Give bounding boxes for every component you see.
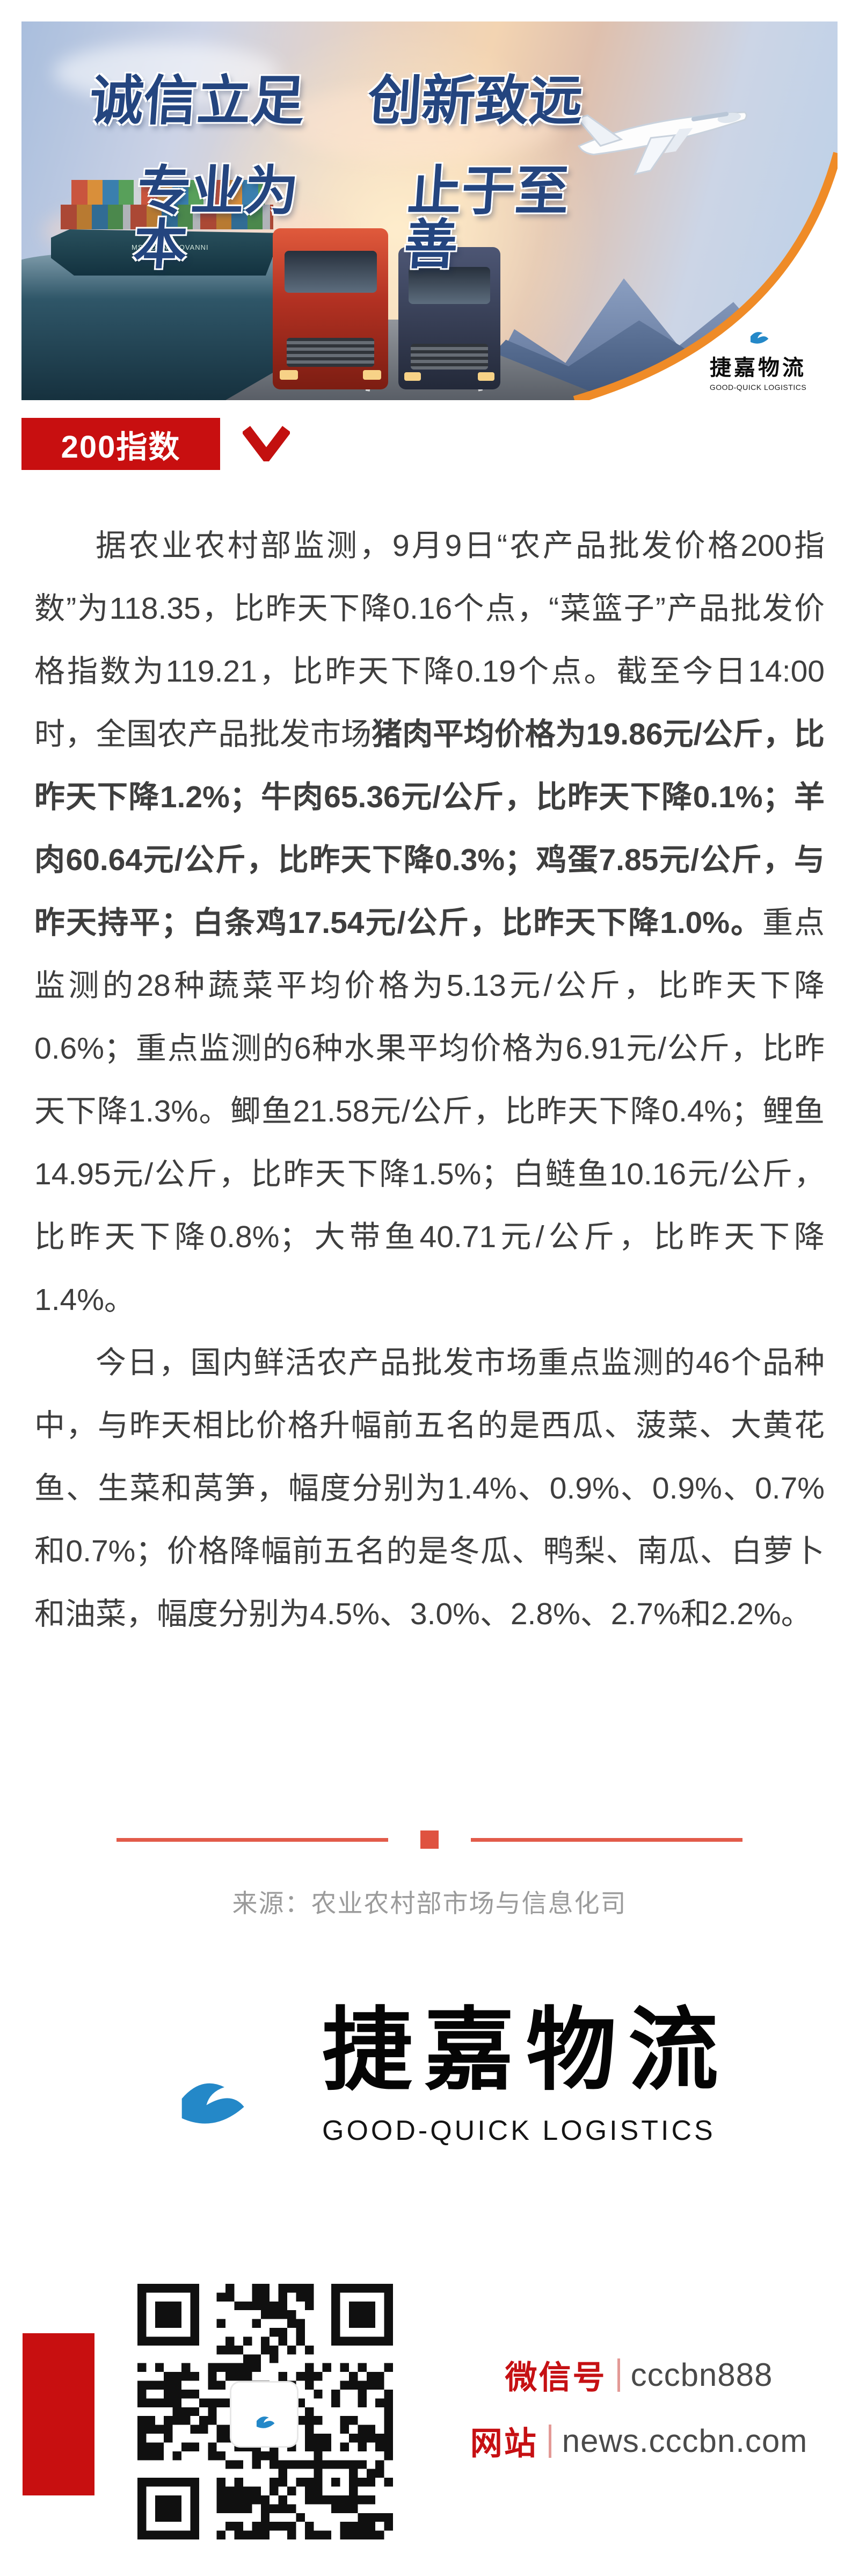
dark-truck xyxy=(398,247,500,389)
website-label: 网站 xyxy=(470,2426,538,2462)
truck-headlight xyxy=(362,370,382,380)
slogan-text: 止于至善 xyxy=(402,161,571,275)
company-logo-text: 捷嘉物流 GOOD-QUICK LOGISTICS xyxy=(322,2005,730,2147)
truck-windshield xyxy=(284,251,377,293)
separator-bar xyxy=(548,2424,551,2458)
cloud xyxy=(279,86,558,161)
chevron-down-icon[interactable] xyxy=(243,426,290,461)
swirl-logo-icon xyxy=(239,2391,289,2438)
section-badge-label: 200指数 xyxy=(61,429,181,465)
company-logo: 捷嘉物流 GOOD-QUICK LOGISTICS xyxy=(115,1994,730,2158)
website-value: news.cccbn.com xyxy=(562,2423,808,2459)
cloud xyxy=(54,43,279,102)
p1-pre: 据农业农村部监测，9月9日“农产品批发价格200指数”为118.35，比昨天下降… xyxy=(34,529,825,751)
banner-logo-en: GOOD-QUICK LOGISTICS xyxy=(709,383,807,392)
slogan-text: 诚信立足 xyxy=(88,71,307,131)
slogan-text: 创新致远 xyxy=(366,71,585,131)
qr-code xyxy=(136,2284,395,2539)
section-divider xyxy=(0,1830,859,1849)
paragraph-2: 今日，国内鲜活农产品批发市场重点监测的46个品种中，与昨天相比价格升幅前五名的是… xyxy=(34,1345,825,1631)
truck-grill xyxy=(410,344,489,370)
containers xyxy=(61,205,273,229)
ship-hull xyxy=(51,229,282,276)
truck-headlight xyxy=(478,372,494,381)
banner-image: MSC DON GIOVANNI 诚信立足 xyxy=(21,21,838,400)
swirl-logo-icon xyxy=(733,306,783,353)
truck-headlight xyxy=(279,370,299,380)
wechat-value: cccbn888 xyxy=(630,2357,773,2393)
truck-windshield xyxy=(409,267,490,304)
swirl-logo-icon xyxy=(115,1994,301,2158)
ship-name: MSC DON GIOVANNI xyxy=(132,243,209,251)
slogan-text: 专业为本 xyxy=(131,161,301,275)
divider-line xyxy=(471,1837,742,1842)
truck-grill xyxy=(286,338,375,367)
website-row: 网站 news.cccbn.com xyxy=(470,2418,808,2464)
contact-info: 微信号 cccbn888 网站 news.cccbn.com xyxy=(435,2351,843,2464)
containers xyxy=(71,180,265,205)
wechat-row: 微信号 cccbn888 xyxy=(505,2351,773,2398)
truck-headlight xyxy=(404,372,421,381)
divider-line xyxy=(117,1837,388,1842)
banner-slogans: 诚信立足 创新致远 专业为本 止于至善 xyxy=(21,71,619,275)
divider-square xyxy=(420,1830,439,1849)
container-ship: MSC DON GIOVANNI xyxy=(51,180,282,279)
source-line: 来源：农业农村部市场与信息化司 xyxy=(232,1889,627,1917)
wechat-label: 微信号 xyxy=(505,2360,607,2396)
paragraph-1: 据农业农村部监测，9月9日“农产品批发价格200指数”为118.35，比昨天下降… xyxy=(34,515,825,1332)
red-accent-bar xyxy=(23,2333,94,2495)
p1-post: 重点监测的28种蔬菜平均价格为5.13元/公斤，比昨天下降0.6%；重点监测的6… xyxy=(34,906,825,1317)
p1-bold-prices: 猪肉平均价格为19.86元/公斤，比昨天下降1.2%；牛肉65.36元/公斤，比… xyxy=(34,717,825,940)
company-name-en: GOOD-QUICK LOGISTICS xyxy=(322,2115,716,2146)
red-truck xyxy=(273,228,388,389)
banner-logo-cn: 捷嘉物流 xyxy=(710,356,806,380)
qr-center-logo xyxy=(231,2383,297,2446)
banner-company-logo: 捷嘉物流 GOOD-QUICK LOGISTICS xyxy=(688,306,828,392)
section-badge[interactable]: 200指数 xyxy=(21,418,220,470)
article-body: 据农业农村部监测，9月9日“农产品批发价格200指数”为118.35，比昨天下降… xyxy=(34,515,825,1646)
company-name-cn: 捷嘉物流 xyxy=(322,1999,730,2101)
separator-bar xyxy=(617,2358,620,2392)
